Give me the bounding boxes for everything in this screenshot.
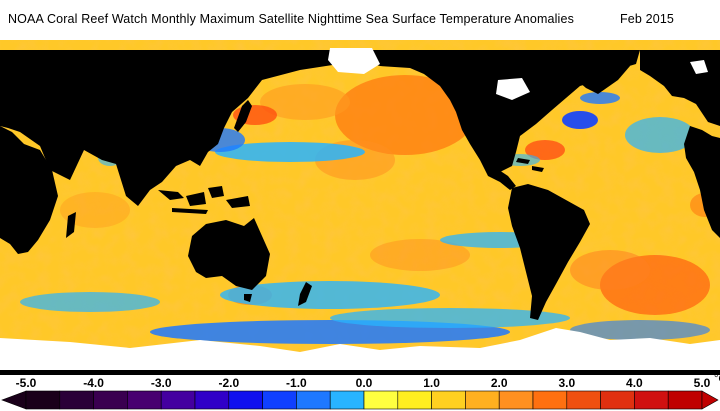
legend-arrow-high bbox=[701, 390, 719, 410]
japan-landmass bbox=[234, 100, 252, 132]
legend-tick-label: -3.0 bbox=[150, 376, 172, 390]
legend-bin-14 bbox=[498, 390, 534, 410]
legend-bin-8 bbox=[296, 390, 331, 410]
legend-bin-19 bbox=[667, 390, 703, 410]
legend-bin-15 bbox=[532, 390, 568, 410]
sea-ice-areas bbox=[0, 48, 720, 370]
legend-bin-17 bbox=[600, 390, 635, 410]
eurasia-landmass bbox=[0, 50, 360, 206]
legend-bin-2 bbox=[93, 390, 128, 410]
new-zealand-landmass bbox=[298, 282, 312, 306]
legend-tick-label: -5.0 bbox=[15, 376, 37, 390]
legend-arrow-low bbox=[1, 390, 27, 410]
title-text: NOAA Coral Reef Watch Monthly Maximum Sa… bbox=[8, 12, 574, 26]
sea-ice-baltic bbox=[690, 60, 708, 74]
legend-tick-label: -2.0 bbox=[218, 376, 240, 390]
greenland-landmass bbox=[560, 52, 630, 94]
sea-ice-arctic-pacific bbox=[328, 48, 380, 74]
legend-bin-6 bbox=[228, 390, 263, 410]
legend-tick-label: -1.0 bbox=[286, 376, 307, 390]
tasmania-landmass bbox=[244, 294, 252, 302]
legend-tick-label: 3.0 bbox=[558, 376, 576, 390]
sea-ice-hudson bbox=[496, 78, 530, 100]
south-america-landmass bbox=[508, 184, 590, 320]
legend-tick-label: 4.0 bbox=[626, 376, 643, 390]
legend-bin-18 bbox=[634, 390, 669, 410]
legend-tick-label: 1.0 bbox=[423, 376, 440, 390]
legend-bin-5 bbox=[194, 390, 230, 410]
legend-colorbar bbox=[1, 390, 719, 410]
legend-tick-label: 0.0 bbox=[355, 376, 373, 390]
legend-tick-label: 2.0 bbox=[490, 376, 508, 390]
color-legend: -5.0 -4.0 -3.0 -2.0 -1.0 0.0 1.0 2.0 3.0 4.0 5.0°C bbox=[0, 373, 720, 411]
title-date: Feb 2015 bbox=[620, 12, 675, 26]
legend-bin-16 bbox=[566, 390, 601, 410]
legend-bin-13 bbox=[465, 390, 500, 410]
legend-bin-12 bbox=[431, 390, 466, 410]
legend-unit-label: °C bbox=[714, 373, 720, 385]
africa-landmass-east bbox=[0, 126, 58, 254]
legend-bin-3 bbox=[127, 390, 162, 410]
antarctica-landmass bbox=[0, 370, 720, 375]
africa-landmass-west bbox=[684, 126, 720, 238]
legend-tick-label: 5.0 bbox=[693, 376, 711, 390]
legend-bin-4 bbox=[160, 390, 196, 410]
legend-bin-10 bbox=[363, 390, 399, 410]
legend-bin-9 bbox=[329, 390, 365, 410]
australia-landmass bbox=[188, 218, 270, 290]
central-america-landmass bbox=[480, 160, 516, 190]
land-masses bbox=[0, 50, 720, 375]
caribbean-islands bbox=[516, 158, 544, 172]
madagascar-landmass bbox=[66, 212, 76, 238]
world-map bbox=[0, 40, 720, 375]
north-america-landmass bbox=[364, 50, 640, 172]
map-title: NOAA Coral Reef Watch Monthly Maximum Sa… bbox=[8, 12, 674, 26]
maritime-continent-islands bbox=[158, 186, 250, 214]
legend-bin-11 bbox=[397, 390, 432, 410]
sea-ice-antarctic bbox=[0, 328, 720, 370]
legend-tick-label: -4.0 bbox=[83, 376, 104, 390]
legend-bin-1 bbox=[59, 390, 94, 410]
legend-bin-7 bbox=[262, 390, 297, 410]
legend-bin-0 bbox=[25, 390, 61, 410]
